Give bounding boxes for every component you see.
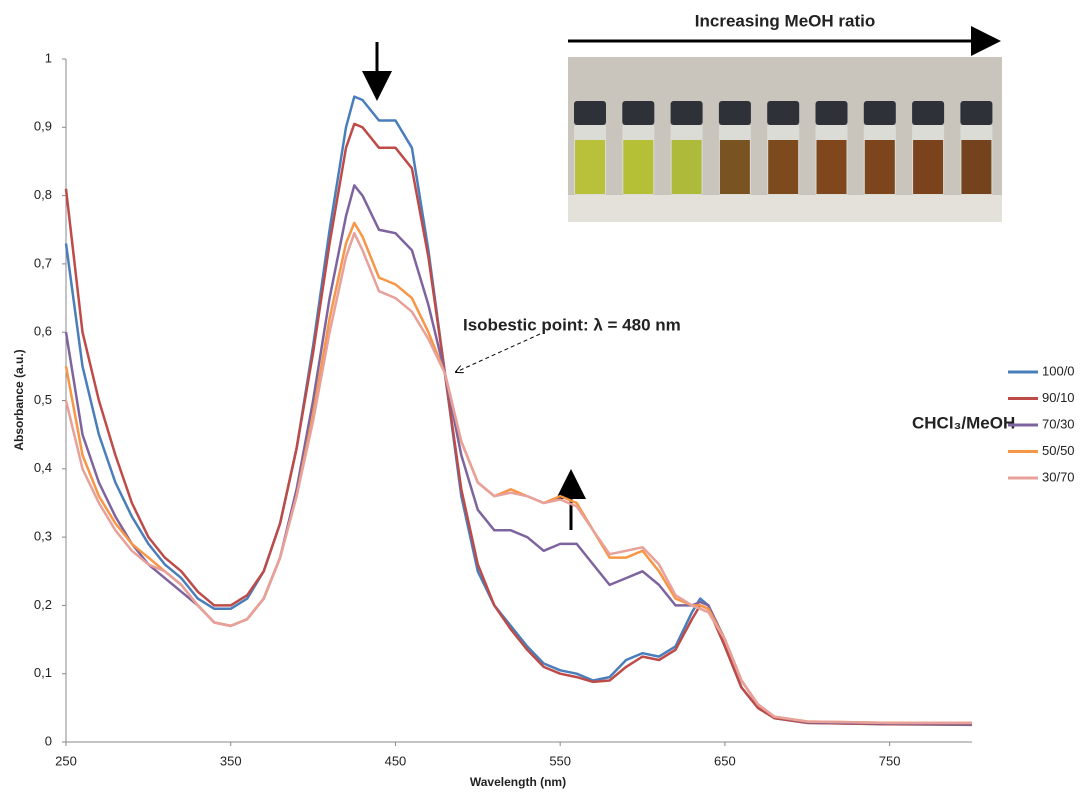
- series-line: [64, 231, 972, 725]
- legend-label: 30/70: [1042, 469, 1075, 484]
- series-line: [64, 221, 972, 725]
- vial-liquid: [671, 140, 702, 194]
- vial-liquid: [864, 140, 895, 194]
- vial-liquid: [768, 140, 799, 194]
- y-axis-label: Absorbance (a.u.): [12, 349, 26, 450]
- y-tick-label: 0,2: [34, 597, 52, 612]
- vial-cap: [767, 101, 800, 125]
- x-tick-label: 350: [220, 753, 242, 768]
- y-tick-label: 0,3: [34, 529, 52, 544]
- vial-cap: [622, 101, 655, 125]
- y-tick-label: 0,5: [34, 392, 52, 407]
- vial-liquid: [623, 140, 654, 194]
- vial-liquid: [719, 140, 750, 194]
- vial-photo: [568, 57, 1002, 222]
- x-tick-label: 650: [714, 753, 736, 768]
- vial-liquid: [816, 140, 847, 194]
- vial-liquid: [961, 140, 992, 194]
- vial-cap: [574, 101, 606, 125]
- y-tick-label: 1: [45, 50, 52, 65]
- y-tick-label: 0,7: [34, 255, 52, 270]
- y-tick-label: 0,4: [34, 460, 52, 475]
- y-tick-label: 0,8: [34, 187, 52, 202]
- photo-shelf: [568, 195, 1002, 222]
- vial-cap: [960, 101, 993, 125]
- vial-cap: [718, 101, 751, 125]
- vial-cap: [863, 101, 896, 125]
- legend-title: CHCl₃/MeOH: [912, 413, 1015, 432]
- x-axis-label: Wavelength (nm): [470, 775, 566, 789]
- legend-label: 90/10: [1042, 390, 1075, 405]
- legend-label: 100/0: [1042, 363, 1075, 378]
- vial-liquid: [575, 140, 605, 194]
- x-tick-label: 750: [879, 753, 901, 768]
- y-tick-label: 0,9: [34, 119, 52, 134]
- x-tick-label: 450: [385, 753, 407, 768]
- vial-cap: [912, 101, 945, 125]
- x-tick-label: 550: [549, 753, 571, 768]
- vial-cap: [815, 101, 848, 125]
- y-tick-label: 0: [45, 733, 52, 748]
- isosbestic-pointer: [456, 333, 541, 372]
- legend-label: 70/30: [1042, 416, 1075, 431]
- vial-cap: [670, 101, 703, 125]
- legend-label: 50/50: [1042, 443, 1075, 458]
- x-tick-label: 250: [55, 753, 77, 768]
- y-tick-label: 0,1: [34, 665, 52, 680]
- isosbestic-label: Isobestic point: λ = 480 nm: [463, 315, 681, 334]
- top-annotation: Increasing MeOH ratio: [695, 11, 875, 30]
- vial-liquid: [913, 140, 944, 194]
- y-tick-label: 0,6: [34, 324, 52, 339]
- series-line: [64, 184, 972, 725]
